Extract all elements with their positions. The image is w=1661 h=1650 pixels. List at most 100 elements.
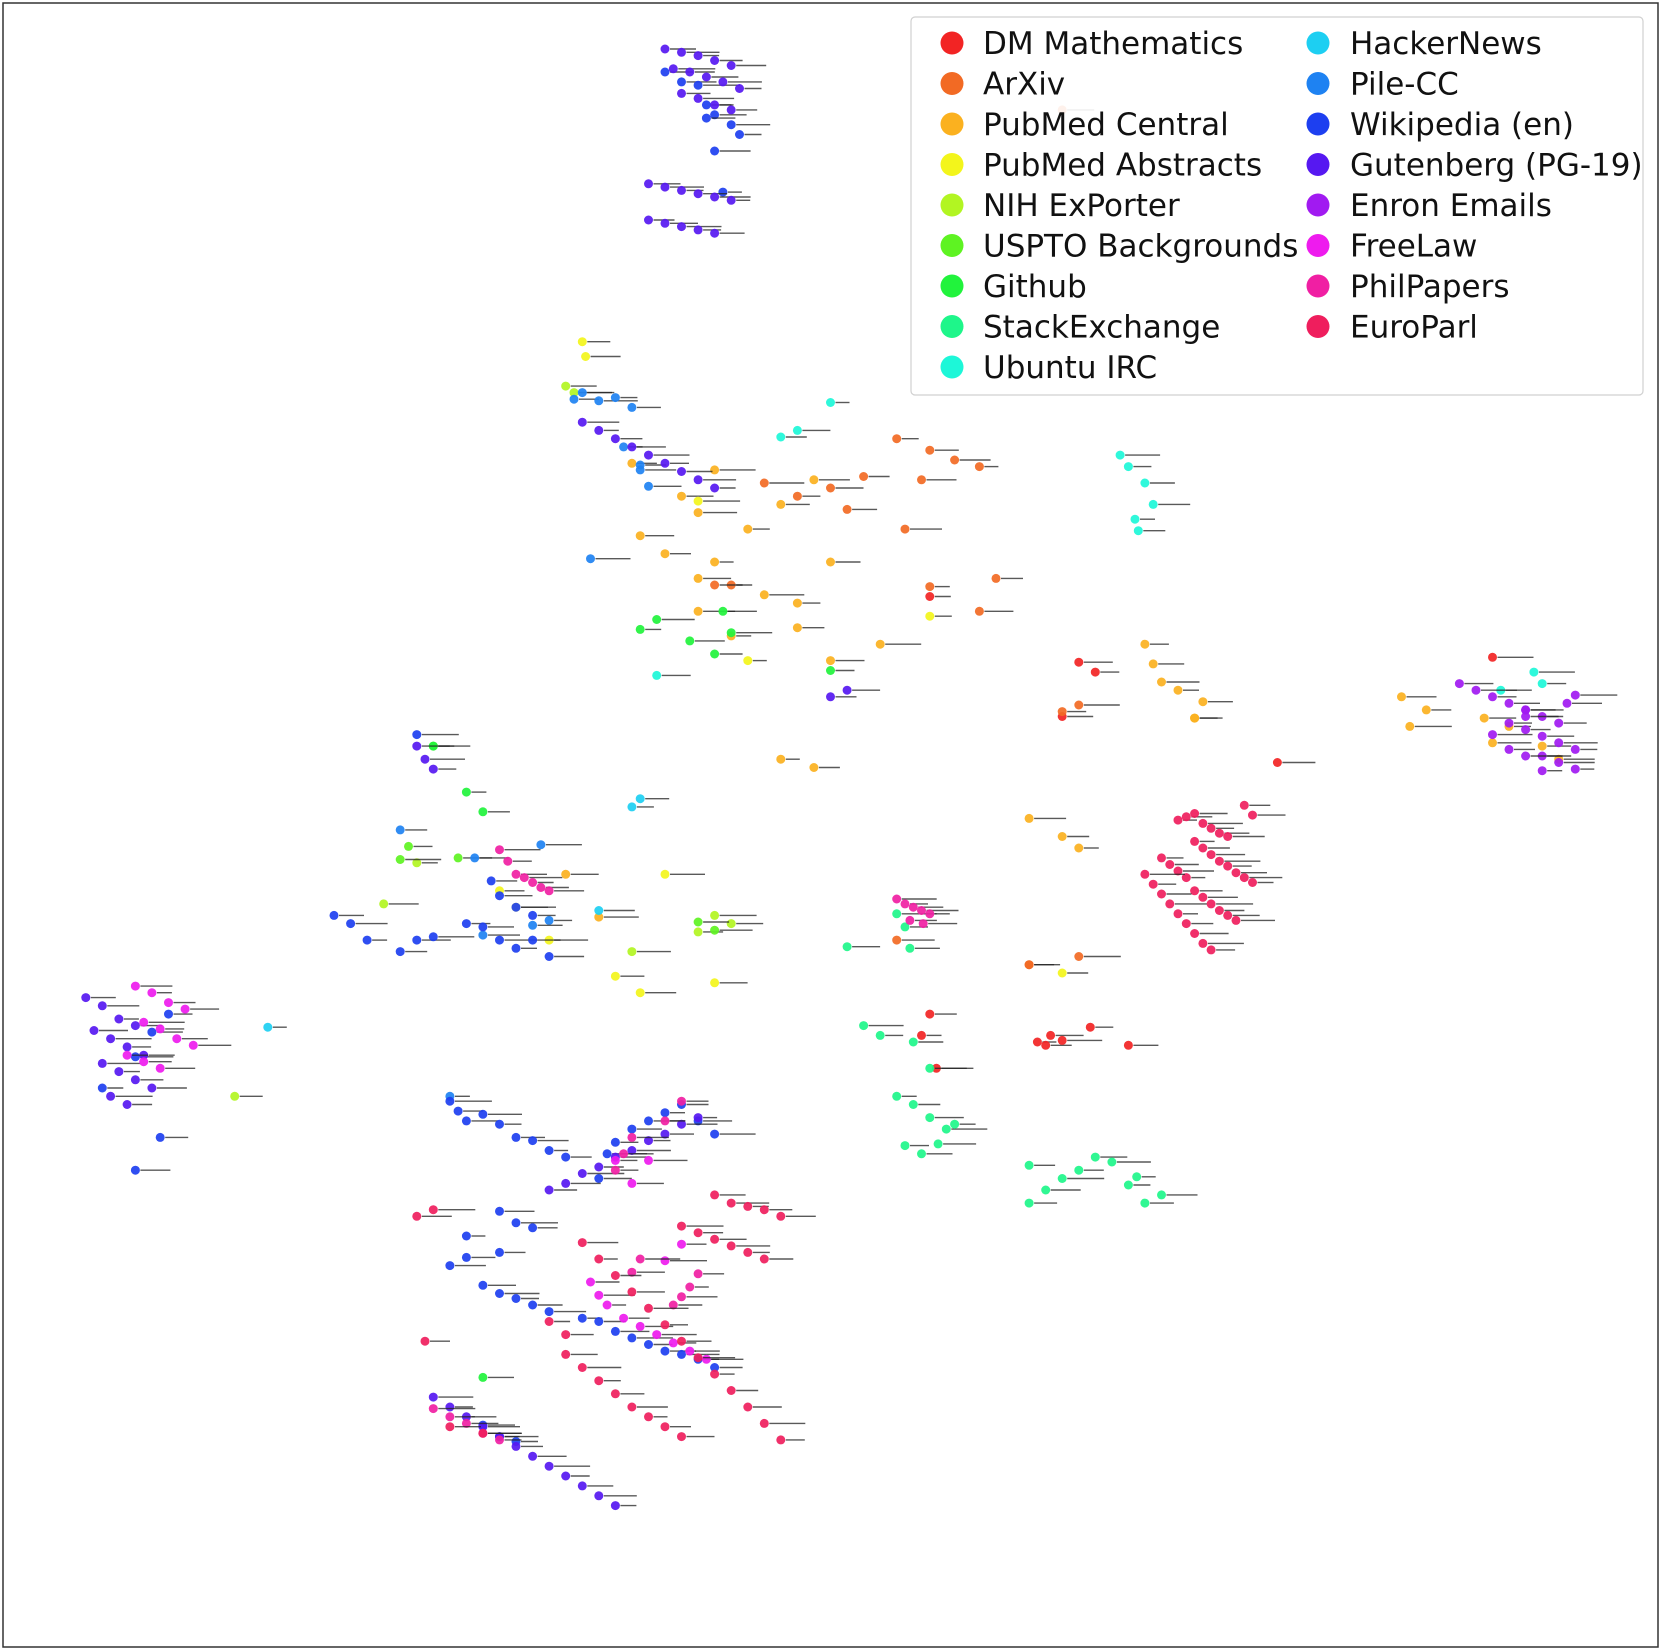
point-wikipedia-en — [528, 910, 538, 920]
data-points — [81, 44, 1618, 1511]
point-europarl — [1248, 878, 1257, 887]
point-wikipedia-en — [511, 943, 521, 953]
point-philpapers — [677, 1292, 686, 1302]
point-wikipedia-en — [528, 935, 538, 945]
point-europarl — [1214, 828, 1224, 838]
point-europarl — [1140, 869, 1150, 879]
point-pubmed-central — [759, 590, 769, 600]
point-europarl — [445, 1422, 455, 1432]
point-gutenberg-pg-19 — [693, 51, 703, 61]
point-enron-emails — [1521, 705, 1531, 715]
point-pubmed-central — [1488, 738, 1497, 748]
point-dm-mathematics — [917, 1030, 926, 1040]
point-europarl — [1165, 899, 1175, 909]
point-philpapers — [627, 1132, 637, 1142]
point-arxiv — [991, 573, 1001, 583]
point-stackexchange — [1140, 1198, 1150, 1208]
point-europarl — [594, 1254, 604, 1264]
point-europarl — [561, 1349, 571, 1359]
point-gutenberg-pg-19 — [677, 47, 686, 57]
point-gutenberg-pg-19 — [677, 222, 686, 232]
point-europarl — [644, 1412, 653, 1422]
point-philpapers — [619, 1149, 629, 1159]
point-nih-exporter — [726, 919, 736, 929]
point-uspto-backgrounds — [710, 925, 720, 935]
point-gutenberg-pg-19 — [735, 84, 744, 93]
point-philpapers — [627, 1267, 637, 1277]
point-freelaw — [180, 1004, 190, 1014]
legend-marker-pile-cc — [1306, 72, 1330, 95]
point-freelaw — [668, 1338, 678, 1348]
point-europarl — [1190, 809, 1200, 818]
point-stackexchange — [859, 1021, 869, 1031]
point-pile-cc — [610, 393, 620, 403]
point-europarl — [1148, 879, 1158, 889]
point-wikipedia-en — [511, 902, 521, 912]
legend-marker-freelaw — [1306, 234, 1330, 257]
point-philpapers — [925, 909, 935, 919]
point-philpapers — [908, 902, 918, 912]
point-gutenberg-pg-19 — [528, 1451, 538, 1461]
point-stackexchange — [925, 1113, 935, 1123]
point-philpapers — [536, 883, 546, 892]
point-enron-emails — [1471, 685, 1481, 695]
point-pubmed-central — [1190, 713, 1200, 723]
point-europarl — [710, 1234, 720, 1244]
legend-marker-philpapers — [1306, 274, 1330, 298]
point-uspto-backgrounds — [404, 841, 413, 851]
point-gutenberg-pg-19 — [122, 1042, 132, 1052]
legend-label-arxiv: ArXiv — [983, 67, 1065, 103]
legend-label-europarl: EuroParl — [1350, 310, 1478, 346]
point-pile-cc — [619, 442, 629, 452]
point-wikipedia-en — [677, 77, 686, 87]
point-wikipedia-en — [155, 1132, 165, 1142]
point-wikipedia-en — [602, 1149, 612, 1159]
point-pile-cc — [470, 853, 480, 863]
point-pubmed-central — [792, 598, 802, 608]
point-gutenberg-pg-19 — [660, 182, 670, 192]
point-europarl — [726, 1241, 736, 1251]
point-ubuntu-irc — [1148, 499, 1158, 509]
point-philpapers — [668, 1300, 678, 1310]
point-wikipedia-en — [726, 120, 736, 130]
point-wikipedia-en — [495, 1206, 504, 1216]
point-ubuntu-irc — [1130, 514, 1140, 524]
point-wikipedia-en — [561, 1152, 571, 1162]
point-philpapers — [905, 915, 915, 925]
point-europarl — [1223, 910, 1233, 920]
legend-label-gutenberg-pg-19: Gutenberg (PG-19) — [1350, 148, 1643, 184]
point-europarl — [1198, 843, 1208, 853]
point-pubmed-central — [875, 639, 885, 649]
point-pubmed-central — [743, 524, 753, 534]
point-arxiv — [842, 504, 852, 514]
point-philpapers — [610, 1165, 620, 1175]
point-dm-mathematics — [1272, 758, 1282, 767]
legend-label-github: Github — [983, 269, 1087, 305]
point-europarl — [677, 1221, 686, 1231]
point-europarl — [1214, 906, 1224, 915]
point-wikipedia-en — [461, 919, 471, 929]
point-gutenberg-pg-19 — [561, 1471, 571, 1481]
point-gutenberg-pg-19 — [478, 1422, 488, 1432]
point-pubmed-central — [1537, 741, 1547, 751]
point-gutenberg-pg-19 — [644, 179, 653, 189]
point-wikipedia-en — [528, 1223, 538, 1233]
point-philpapers — [917, 906, 926, 915]
point-ubuntu-irc — [1133, 526, 1143, 536]
point-europarl — [1206, 850, 1216, 860]
point-pubmed-central — [1074, 843, 1084, 853]
point-gutenberg-pg-19 — [147, 1083, 157, 1093]
point-pubmed-central — [1479, 713, 1489, 723]
point-gutenberg-pg-19 — [710, 56, 720, 65]
point-europarl — [1223, 861, 1233, 871]
point-freelaw — [594, 1290, 604, 1300]
point-europarl — [561, 1330, 571, 1340]
point-philpapers — [635, 1254, 645, 1264]
point-enron-emails — [1554, 718, 1564, 728]
point-wikipedia-en — [710, 1363, 720, 1372]
point-gutenberg-pg-19 — [594, 425, 604, 435]
point-pubmed-central — [677, 491, 686, 501]
point-gutenberg-pg-19 — [594, 1491, 604, 1501]
point-philpapers — [693, 1269, 703, 1279]
point-pile-cc — [395, 825, 405, 835]
